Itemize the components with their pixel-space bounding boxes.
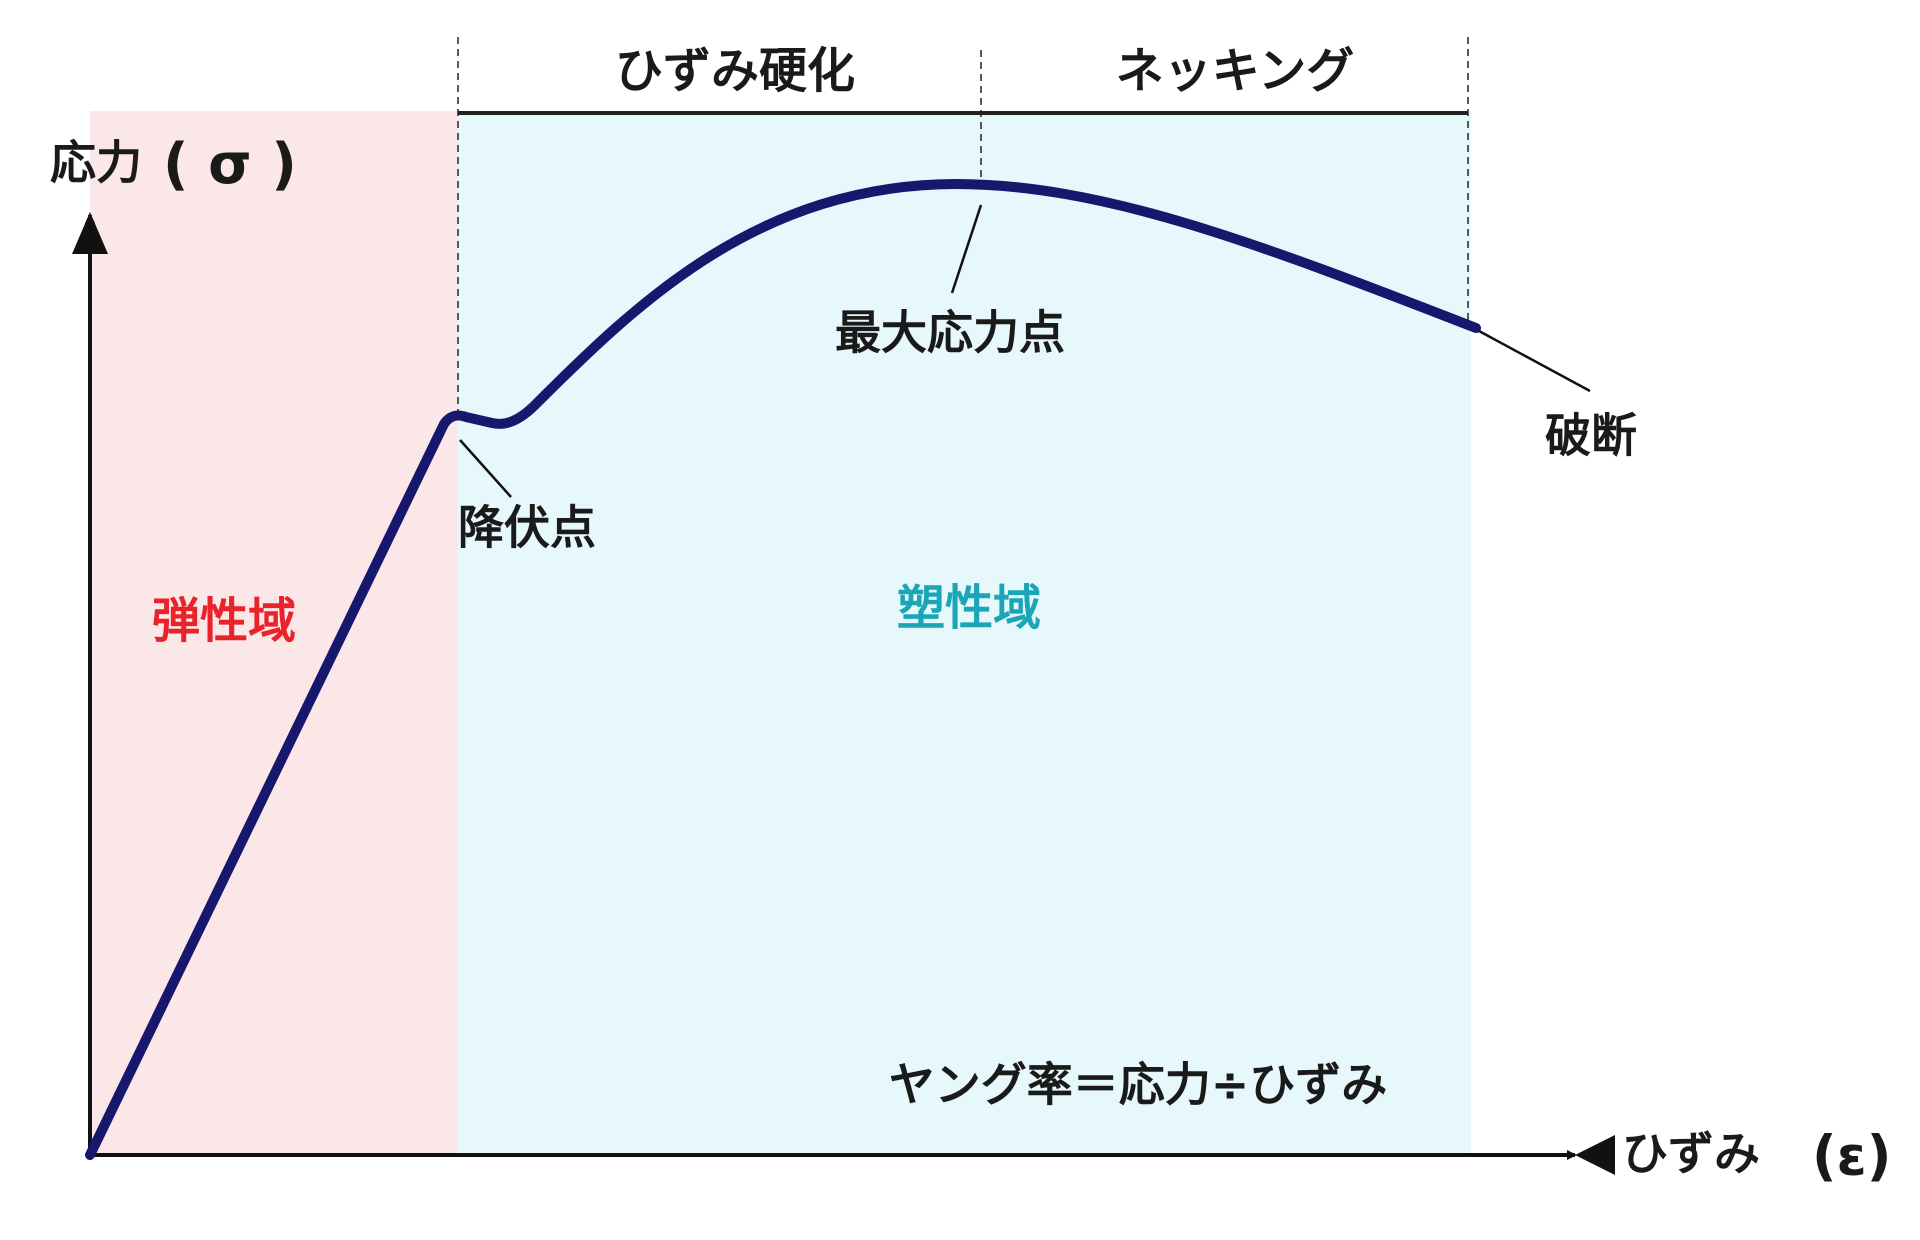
y-axis-label: 応力 [50, 136, 142, 190]
point-label: 降伏点 [458, 501, 596, 555]
stress-strain-curve [85, 179, 1481, 1160]
elastic-region [90, 111, 458, 1155]
formula: ヤング率＝応力÷ひずみ [889, 1058, 1388, 1112]
x-axis-label: ひずみ [1622, 1127, 1760, 1181]
y-arrowhead [72, 212, 108, 254]
y-axis-symbol: ( σ ) [163, 132, 297, 197]
phase-dividers [457, 37, 1469, 418]
region-label: 弾性域 [152, 593, 296, 649]
x-arrowhead [1575, 1135, 1615, 1175]
phase-label: ネッキング [1116, 43, 1355, 99]
point-label: 破断 [1545, 409, 1637, 463]
point-label: 最大応力点 [835, 306, 1065, 360]
phase-label: ひずみ硬化 [615, 43, 855, 99]
region-label: 塑性域 [897, 580, 1041, 636]
leader-lines [459, 204, 1591, 498]
plastic-region [458, 111, 1471, 1155]
x-axis-symbol: (ε) [1812, 1125, 1891, 1188]
